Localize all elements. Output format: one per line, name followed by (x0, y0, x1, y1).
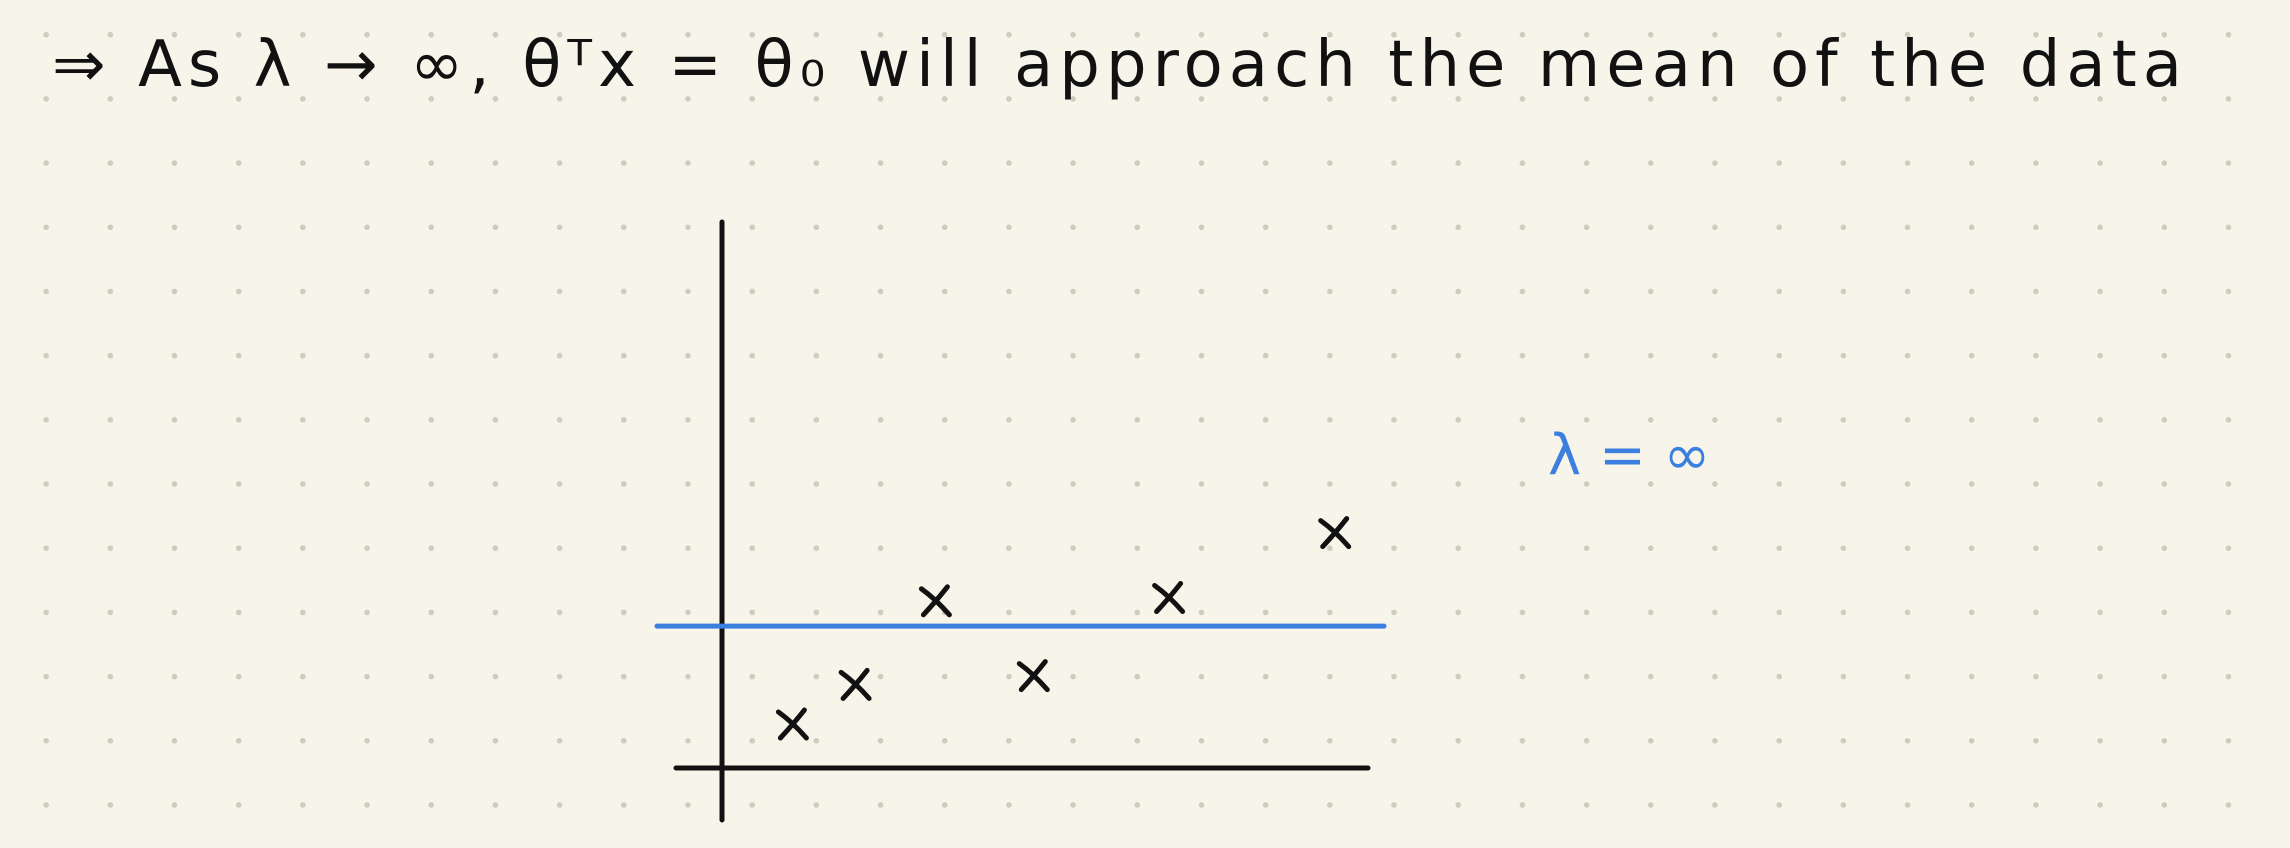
handwritten-sentence: ⇒ As λ → ∞, θᵀx = θ₀ will approach the m… (52, 28, 2182, 102)
data-point-x-mark (1318, 516, 1352, 550)
data-point-x-mark (775, 707, 809, 741)
lambda-infinity-label: λ = ∞ (1548, 423, 1710, 488)
plot-axes (673, 219, 1371, 823)
data-point-x-mark (918, 584, 952, 618)
data-point-x-mark (1016, 659, 1050, 693)
data-point-x-mark (838, 667, 872, 701)
data-points (775, 516, 1352, 741)
data-point-x-mark (1152, 581, 1186, 614)
